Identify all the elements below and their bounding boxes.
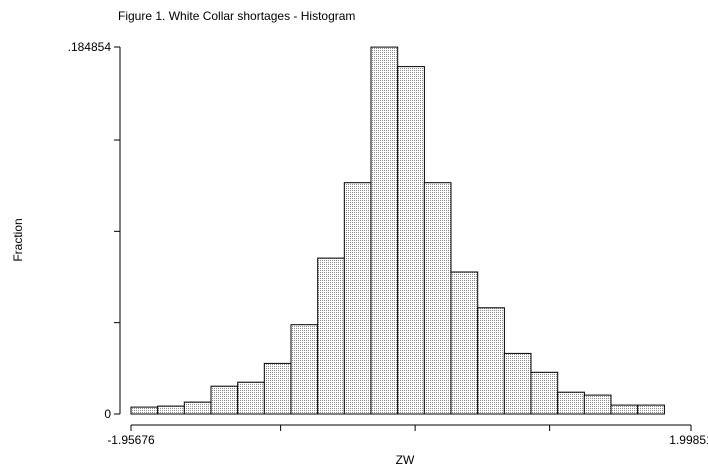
histogram-bar bbox=[583, 394, 612, 415]
histogram-bar bbox=[210, 385, 239, 415]
histogram-bar bbox=[477, 307, 505, 415]
histogram-bar bbox=[370, 46, 399, 415]
histogram-bar bbox=[397, 66, 425, 415]
histogram-bar bbox=[610, 404, 639, 415]
histogram-bar bbox=[637, 404, 665, 415]
histogram-bar bbox=[557, 391, 585, 415]
bars-group bbox=[130, 46, 665, 415]
histogram-bar bbox=[317, 257, 345, 415]
histogram-bar bbox=[423, 182, 452, 415]
histogram-bar bbox=[130, 406, 159, 415]
histogram-bar bbox=[343, 182, 372, 415]
histogram-bar bbox=[530, 371, 559, 415]
x-tick-label: 1.99851 bbox=[669, 433, 708, 447]
histogram-bar bbox=[183, 401, 212, 415]
histogram-bar bbox=[157, 405, 185, 415]
histogram-bar bbox=[503, 352, 532, 415]
histogram-bar bbox=[290, 324, 319, 415]
histogram-bar bbox=[237, 381, 265, 415]
chart-title: Figure 1. White Collar shortages - Histo… bbox=[118, 9, 355, 23]
x-axis-label: ZW bbox=[396, 453, 415, 467]
y-axis-label: Fraction bbox=[11, 218, 25, 261]
y-tick-label: .184854 bbox=[68, 40, 112, 54]
x-tick-label: -1.95676 bbox=[107, 433, 155, 447]
histogram-bar bbox=[263, 362, 292, 415]
histogram-bar bbox=[450, 271, 479, 415]
axes-group: 0 .184854 -1.95676 1.99851 bbox=[68, 40, 708, 447]
y-tick-label: 0 bbox=[104, 407, 111, 421]
